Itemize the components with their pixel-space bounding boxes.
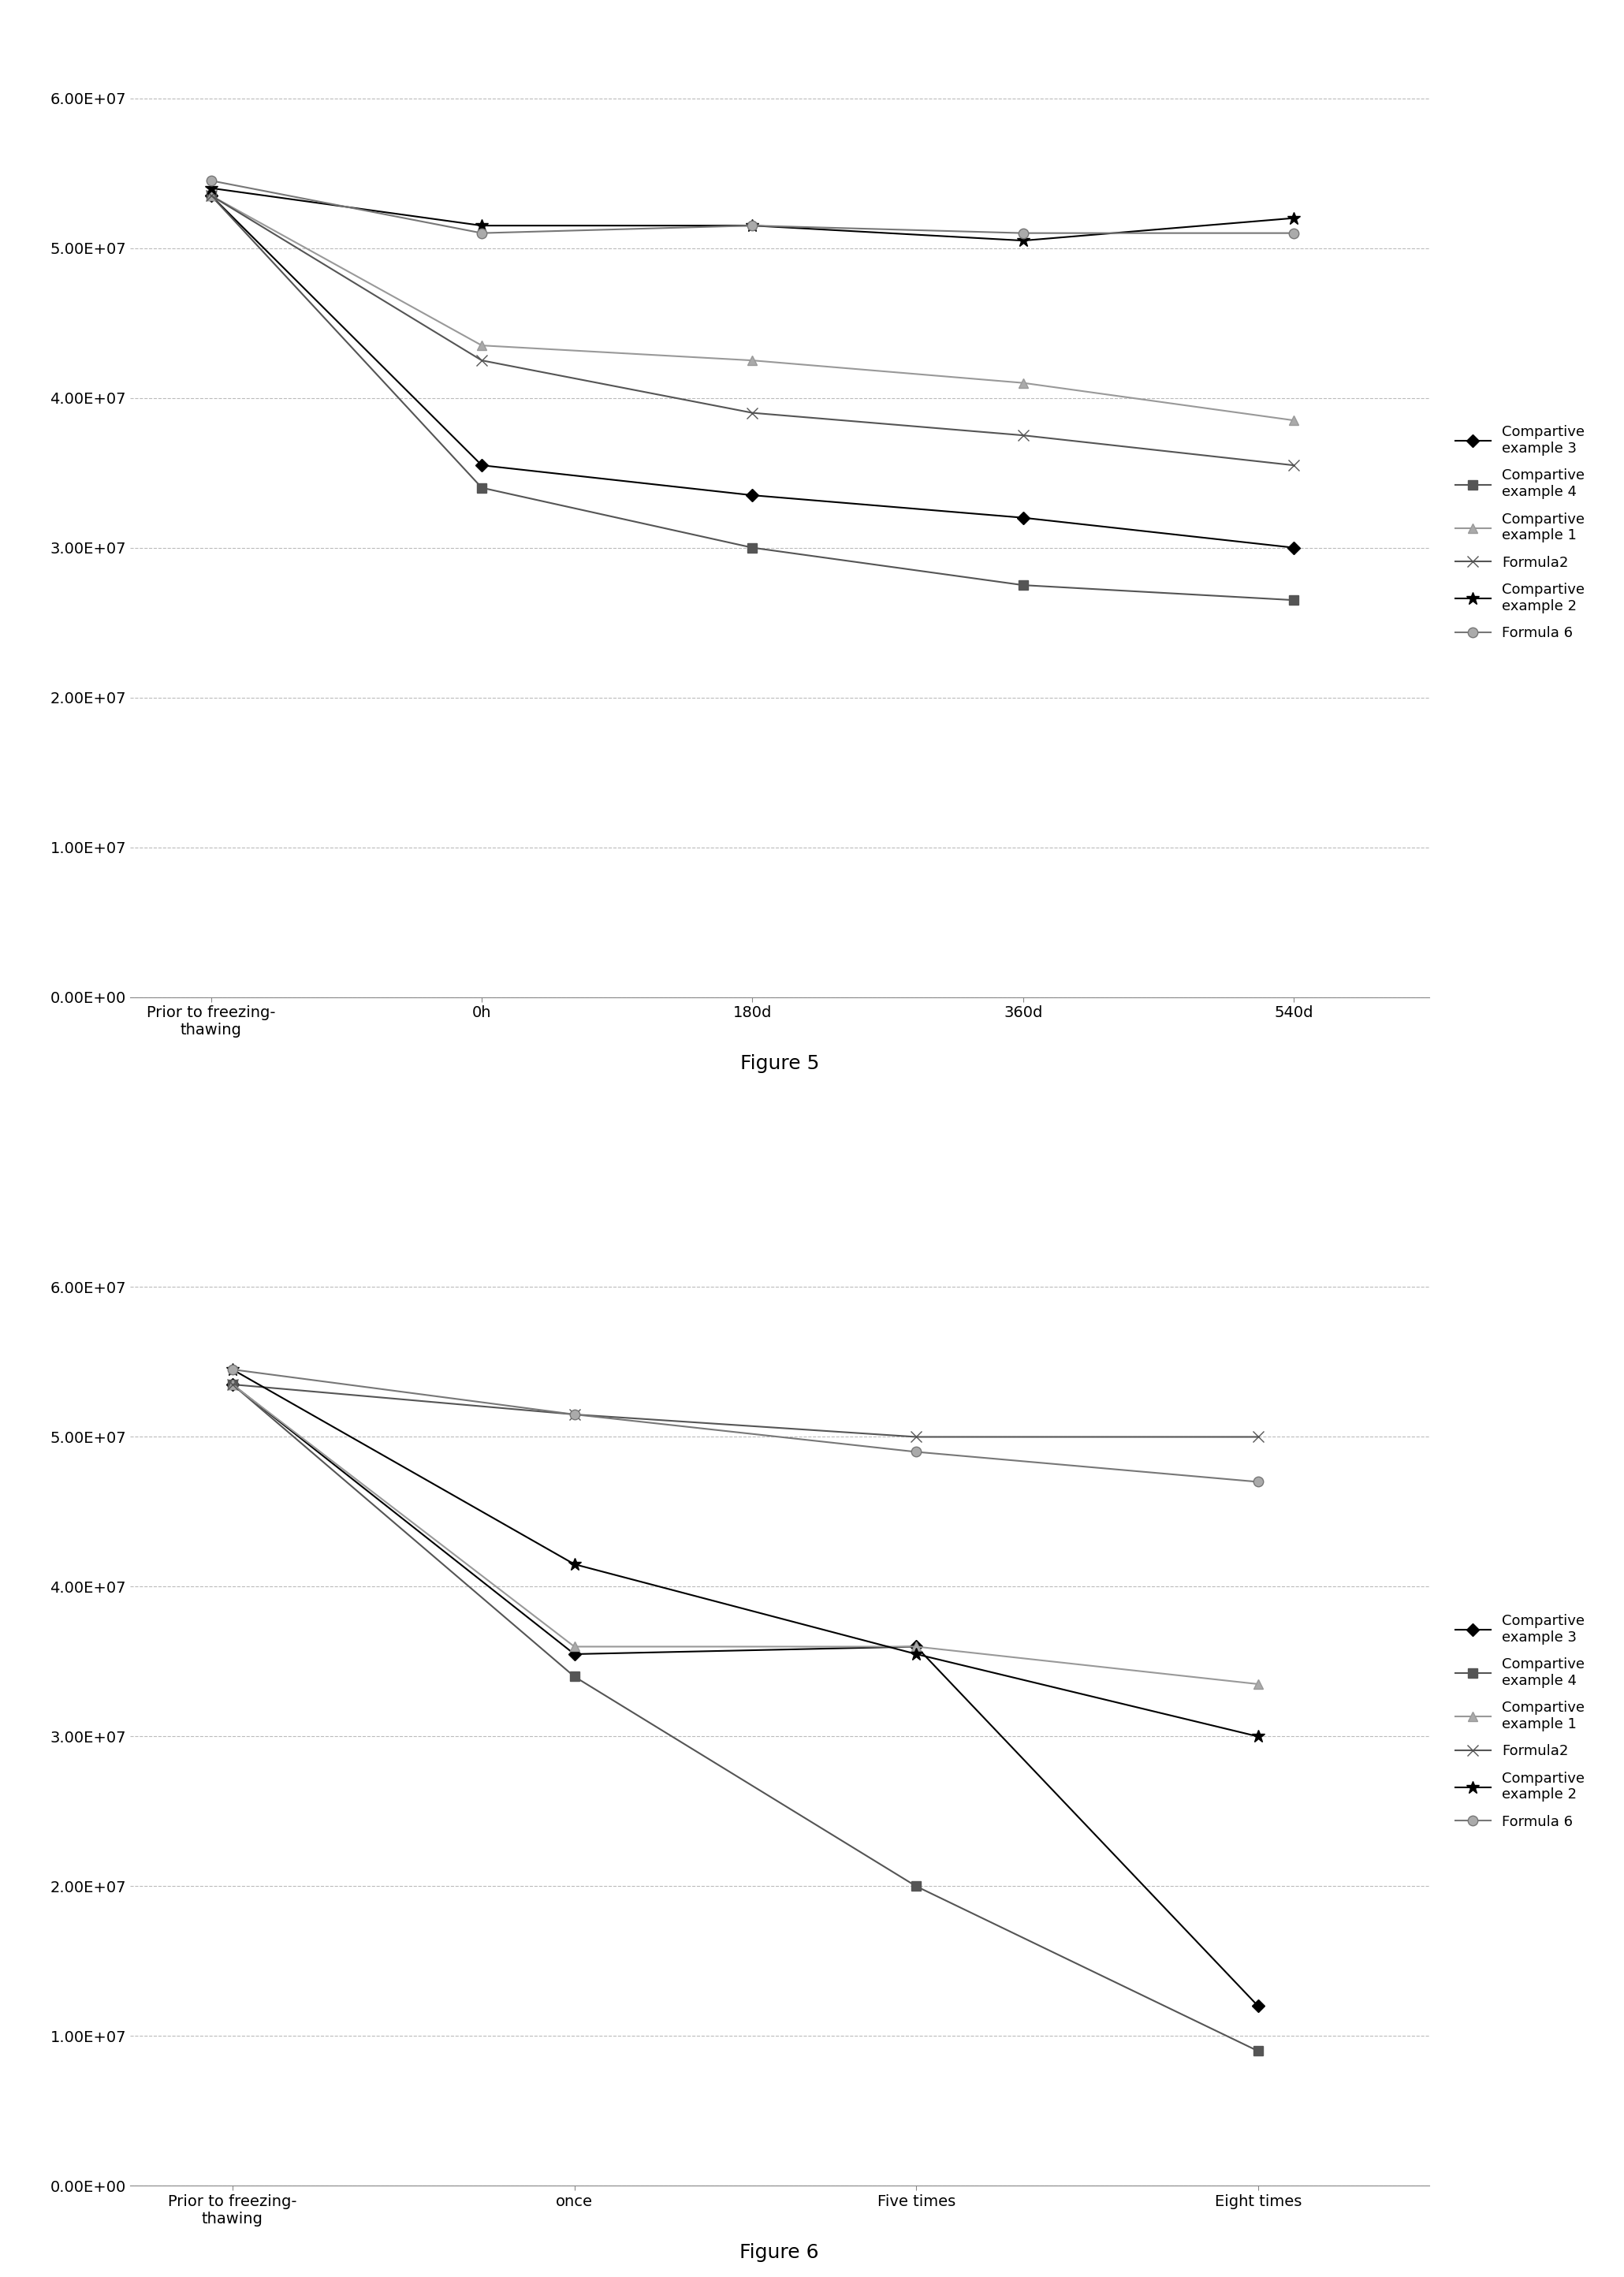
Compartive
example 2: [1013, 228, 1033, 255]
Compartive
example 2: [222, 1355, 242, 1382]
Line: Formula 6: Formula 6: [206, 175, 1299, 239]
Compartive
example 1: [565, 1633, 585, 1660]
Compartive
example 1: [222, 1371, 242, 1398]
Line: Compartive
example 1: Compartive example 1: [227, 1380, 1263, 1690]
Formula 6: [742, 212, 762, 239]
Text: Figure 5: Figure 5: [741, 1054, 818, 1072]
Line: Compartive
example 2: Compartive example 2: [226, 1364, 1265, 1744]
Compartive
example 3: [222, 1371, 242, 1398]
Compartive
example 3: [473, 451, 492, 478]
Compartive
example 4: [201, 182, 221, 209]
Line: Compartive
example 3: Compartive example 3: [206, 191, 1298, 551]
Compartive
example 4: [1013, 572, 1033, 599]
Compartive
example 4: [742, 535, 762, 562]
Compartive
example 3: [201, 182, 221, 209]
Line: Formula2: Formula2: [227, 1380, 1263, 1441]
Compartive
example 4: [222, 1371, 242, 1398]
Formula2: [565, 1400, 585, 1428]
Formula 6: [906, 1439, 926, 1466]
Compartive
example 2: [742, 212, 762, 239]
Compartive
example 3: [1013, 503, 1033, 531]
Compartive
example 2: [1249, 1724, 1268, 1751]
Legend: Compartive
example 3, Compartive
example 4, Compartive
example 1, Formula2, Comp: Compartive example 3, Compartive example…: [1449, 1608, 1590, 1835]
Formula2: [1013, 421, 1033, 449]
Formula 6: [222, 1355, 242, 1382]
Formula2: [222, 1371, 242, 1398]
Compartive
example 1: [906, 1633, 926, 1660]
Compartive
example 1: [1249, 1671, 1268, 1699]
Compartive
example 4: [473, 474, 492, 501]
Compartive
example 3: [742, 480, 762, 508]
Compartive
example 3: [1285, 535, 1304, 562]
Line: Compartive
example 3: Compartive example 3: [227, 1380, 1262, 2011]
Compartive
example 4: [1249, 2038, 1268, 2065]
Compartive
example 4: [906, 1872, 926, 1899]
Compartive
example 2: [565, 1551, 585, 1578]
Line: Compartive
example 4: Compartive example 4: [206, 191, 1299, 606]
Compartive
example 1: [1285, 408, 1304, 435]
Legend: Compartive
example 3, Compartive
example 4, Compartive
example 1, Formula2, Comp: Compartive example 3, Compartive example…: [1449, 419, 1590, 647]
Text: Figure 6: Figure 6: [741, 2243, 818, 2261]
Compartive
example 2: [1285, 205, 1304, 232]
Formula 6: [565, 1400, 585, 1428]
Compartive
example 3: [1249, 1992, 1268, 2020]
Line: Compartive
example 1: Compartive example 1: [206, 191, 1299, 426]
Formula2: [742, 398, 762, 426]
Compartive
example 1: [201, 182, 221, 209]
Formula 6: [473, 219, 492, 246]
Compartive
example 3: [565, 1639, 585, 1667]
Compartive
example 3: [906, 1633, 926, 1660]
Formula2: [906, 1423, 926, 1450]
Compartive
example 2: [906, 1639, 926, 1667]
Line: Compartive
example 2: Compartive example 2: [205, 182, 1301, 248]
Compartive
example 1: [742, 346, 762, 373]
Compartive
example 2: [201, 175, 221, 203]
Formula2: [201, 182, 221, 209]
Formula 6: [1249, 1469, 1268, 1496]
Compartive
example 4: [565, 1662, 585, 1690]
Formula 6: [201, 166, 221, 194]
Compartive
example 4: [1285, 587, 1304, 615]
Line: Formula 6: Formula 6: [227, 1364, 1263, 1487]
Formula 6: [1013, 219, 1033, 246]
Formula2: [473, 346, 492, 373]
Formula2: [1249, 1423, 1268, 1450]
Line: Compartive
example 4: Compartive example 4: [227, 1380, 1263, 2056]
Compartive
example 1: [473, 332, 492, 360]
Formula 6: [1285, 219, 1304, 246]
Line: Formula2: Formula2: [206, 191, 1299, 471]
Compartive
example 1: [1013, 369, 1033, 396]
Compartive
example 2: [473, 212, 492, 239]
Formula2: [1285, 451, 1304, 478]
